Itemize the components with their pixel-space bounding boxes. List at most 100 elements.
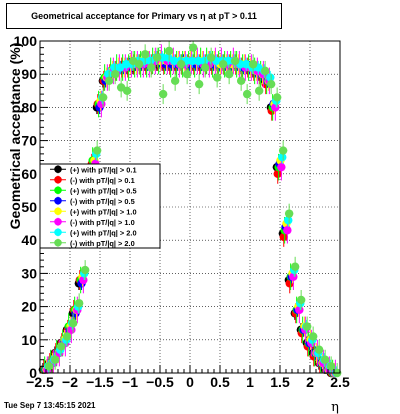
y-tick-label: 0 — [29, 365, 37, 381]
y-tick-label: 90 — [21, 66, 37, 82]
legend-entry: (-) with pT/|q| > 1.0 — [50, 217, 135, 227]
data-point — [277, 162, 286, 172]
data-point — [104, 70, 113, 79]
data-point — [212, 73, 222, 82]
y-axis-label: Geometrical acceptance (%) — [7, 43, 23, 230]
data-points — [38, 41, 342, 378]
y-tick-label: 100 — [14, 33, 38, 49]
data-point — [80, 265, 90, 275]
legend-marker — [54, 196, 62, 205]
data-point — [266, 73, 275, 82]
chart-title: Geometrical acceptance for Primary vs η … — [31, 11, 257, 21]
x-tick-label: 0.5 — [210, 374, 230, 390]
data-point — [236, 76, 246, 86]
legend-marker — [54, 175, 62, 184]
data-point — [279, 232, 288, 242]
chart-title-box: Geometrical acceptance for Primary vs η … — [6, 3, 282, 29]
y-tick-label: 60 — [21, 166, 37, 182]
data-point — [104, 76, 114, 86]
x-tick-label: −1 — [122, 374, 138, 390]
data-point — [320, 355, 330, 364]
data-point — [74, 299, 84, 308]
legend-label: (-) with pT/|q| > 2.0 — [70, 239, 135, 248]
y-tick-label: 80 — [21, 99, 37, 115]
data-point — [92, 146, 102, 155]
legend-label: (+) with pT/|q| > 0.5 — [70, 186, 137, 195]
data-point — [284, 216, 293, 225]
legend-label: (-) with pT/|q| > 1.0 — [70, 218, 135, 227]
legend-entry: (+) with pT/|q| > 0.1 — [50, 165, 137, 174]
legend-marker — [54, 207, 62, 216]
legend-marker — [54, 228, 62, 237]
legend-entry: (-) with pT/|q| > 0.5 — [50, 196, 135, 206]
data-point — [266, 79, 276, 89]
legend-entry: (-) with pT/|q| > 2.0 — [50, 238, 135, 248]
legend-label: (-) with pT/|q| > 0.1 — [70, 176, 135, 185]
x-tick-label: −0.5 — [146, 374, 174, 390]
data-point — [110, 70, 120, 79]
data-point — [272, 93, 282, 102]
data-point — [308, 332, 318, 341]
data-point — [50, 355, 60, 364]
data-point — [146, 63, 156, 72]
y-tick-label: 10 — [21, 332, 37, 348]
data-point — [44, 362, 54, 371]
data-point — [62, 332, 72, 341]
data-point — [302, 322, 312, 331]
data-point — [122, 86, 132, 96]
data-point — [200, 63, 210, 72]
axes: −2.5 −2 −1.5 −1 −0.5 0 0.5 1 1.5 2 2.5 0 10 20 30 40 50 6… — [14, 33, 350, 390]
series-7 — [44, 41, 342, 378]
data-point — [296, 295, 306, 305]
data-point — [122, 60, 131, 69]
legend-label: (+) with pT/|q| > 0.1 — [70, 165, 137, 174]
legend-entry: (+) with pT/|q| > 0.5 — [50, 186, 137, 195]
data-point — [224, 70, 234, 79]
data-point — [194, 79, 204, 89]
data-point — [110, 63, 119, 72]
data-point — [273, 169, 282, 178]
x-tick-label: 0 — [186, 374, 194, 390]
data-point — [182, 70, 192, 79]
footer-date: Tue Sep 7 13:45:15 2021 — [4, 401, 96, 410]
data-point — [284, 209, 294, 218]
x-axis-label: η — [331, 400, 339, 414]
data-point — [164, 46, 174, 56]
x-tick-label: 2 — [306, 374, 314, 390]
x-tick-label: −1.5 — [86, 374, 114, 390]
legend-marker — [54, 217, 62, 226]
data-point — [194, 56, 203, 66]
data-point — [314, 345, 324, 354]
data-point — [188, 43, 198, 52]
legend-label: (-) with pT/|q| > 0.5 — [70, 197, 135, 206]
data-point — [170, 56, 179, 66]
data-point — [206, 53, 216, 62]
data-point — [326, 362, 336, 371]
data-point — [218, 60, 228, 69]
y-tick-label: 40 — [21, 232, 37, 248]
data-point — [152, 53, 162, 62]
y-tick-label: 20 — [21, 299, 37, 315]
legend-entry: (-) with pT/|q| > 0.1 — [50, 175, 135, 185]
data-point — [170, 76, 180, 86]
data-point — [283, 226, 292, 235]
x-tick-label: −2 — [62, 374, 78, 390]
y-tick-label: 50 — [21, 199, 37, 215]
legend-label: (+) with pT/|q| > 2.0 — [70, 228, 137, 237]
legend-marker — [54, 186, 62, 195]
data-point — [140, 50, 150, 59]
data-point — [242, 89, 252, 99]
x-tick-label: 2.5 — [330, 374, 350, 390]
legend-marker — [54, 165, 62, 174]
y-tick-label: 70 — [21, 133, 37, 149]
x-tick-label: 1.5 — [270, 374, 290, 390]
data-point — [290, 262, 300, 271]
data-point — [56, 342, 66, 351]
data-point — [230, 56, 240, 66]
data-point — [158, 89, 168, 99]
data-point — [278, 153, 287, 162]
data-point — [248, 60, 258, 69]
x-tick-label: −2.5 — [26, 374, 54, 390]
legend-entry: (+) with pT/|q| > 1.0 — [50, 207, 137, 216]
